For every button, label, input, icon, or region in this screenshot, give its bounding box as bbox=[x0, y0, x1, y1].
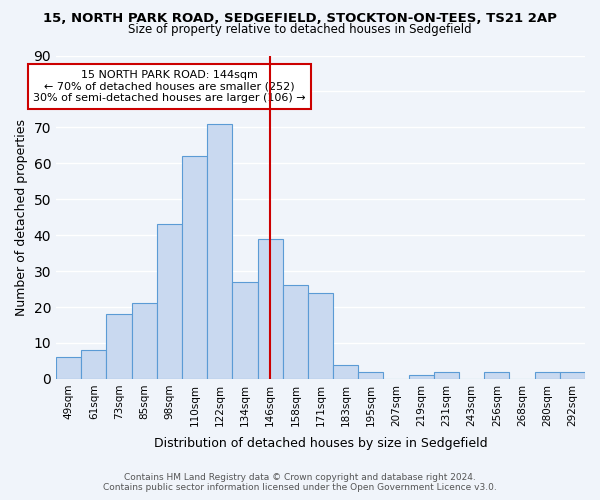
Bar bbox=[56, 358, 81, 379]
Bar bbox=[535, 372, 560, 379]
Bar bbox=[131, 304, 157, 379]
Bar bbox=[358, 372, 383, 379]
Bar bbox=[182, 156, 207, 379]
Bar bbox=[106, 314, 131, 379]
Y-axis label: Number of detached properties: Number of detached properties bbox=[15, 118, 28, 316]
Bar bbox=[484, 372, 509, 379]
Bar bbox=[207, 124, 232, 379]
Text: 15 NORTH PARK ROAD: 144sqm
← 70% of detached houses are smaller (252)
30% of sem: 15 NORTH PARK ROAD: 144sqm ← 70% of deta… bbox=[33, 70, 306, 103]
Text: 15, NORTH PARK ROAD, SEDGEFIELD, STOCKTON-ON-TEES, TS21 2AP: 15, NORTH PARK ROAD, SEDGEFIELD, STOCKTO… bbox=[43, 12, 557, 26]
Bar bbox=[157, 224, 182, 379]
Bar bbox=[333, 364, 358, 379]
Bar bbox=[232, 282, 257, 379]
Bar bbox=[81, 350, 106, 379]
Bar bbox=[409, 376, 434, 379]
Bar bbox=[560, 372, 585, 379]
Text: Size of property relative to detached houses in Sedgefield: Size of property relative to detached ho… bbox=[128, 24, 472, 36]
Bar bbox=[257, 239, 283, 379]
Text: Contains HM Land Registry data © Crown copyright and database right 2024.
Contai: Contains HM Land Registry data © Crown c… bbox=[103, 473, 497, 492]
X-axis label: Distribution of detached houses by size in Sedgefield: Distribution of detached houses by size … bbox=[154, 437, 487, 450]
Bar bbox=[308, 292, 333, 379]
Bar bbox=[283, 286, 308, 379]
Bar bbox=[434, 372, 459, 379]
